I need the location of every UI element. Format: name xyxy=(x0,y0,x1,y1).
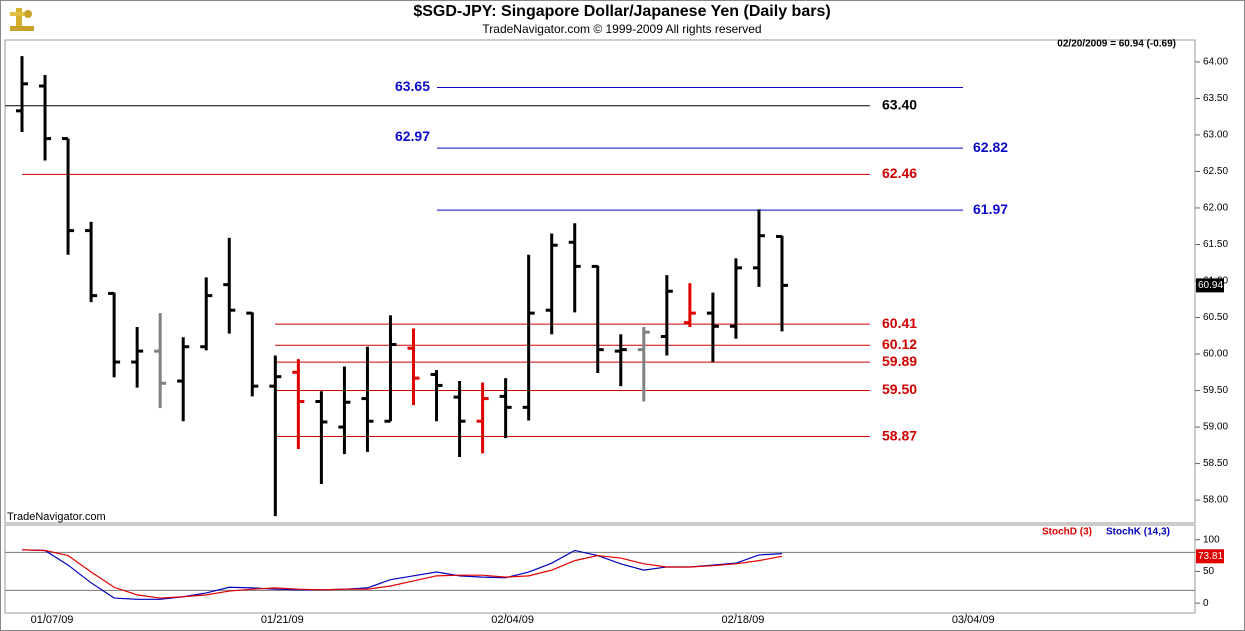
last-price-label: 60.94 xyxy=(1198,280,1223,291)
y-tick-label: 58.00 xyxy=(1203,495,1228,506)
y-tick-label: 58.50 xyxy=(1203,458,1228,469)
value-label: 73.81 xyxy=(1198,551,1223,562)
level-label: 60.12 xyxy=(882,336,917,352)
x-tick-label: 01/21/09 xyxy=(261,614,304,626)
price-panel xyxy=(4,39,1196,524)
y-tick-label: 63.00 xyxy=(1203,130,1228,141)
x-tick-label: 03/04/09 xyxy=(952,614,995,626)
value-label-box xyxy=(1196,549,1224,564)
level-label: 63.40 xyxy=(882,96,917,112)
y-tick-label: 61.50 xyxy=(1203,239,1228,250)
annotation: 62.97 xyxy=(395,128,430,144)
y-tick-label: 63.50 xyxy=(1203,93,1228,104)
level-label: 59.50 xyxy=(882,381,917,397)
header: 02/20/2009 = 60.94 (-0.69) xyxy=(1057,39,1176,50)
y-tick-label: 100 xyxy=(1203,534,1220,545)
stoch-line xyxy=(21,549,783,599)
y-tick-label: 60.00 xyxy=(1203,349,1228,360)
level-label: 60.41 xyxy=(882,315,917,331)
stoch-line xyxy=(21,549,783,600)
chart-subtitle: TradeNavigator.com © 1999-2009 All right… xyxy=(482,22,761,36)
y-tick-label: 60.50 xyxy=(1203,312,1228,323)
last-price-box xyxy=(1196,278,1224,293)
y-tick-label: 62.50 xyxy=(1203,166,1228,177)
y-tick-label: 62.00 xyxy=(1203,203,1228,214)
level-label: 62.46 xyxy=(882,165,917,181)
level-label: 58.87 xyxy=(882,427,917,443)
x-tick-label: 01/07/09 xyxy=(31,614,74,626)
x-tick-label: 02/18/09 xyxy=(722,614,765,626)
legend-entry: StochD (3) xyxy=(1042,527,1092,538)
y-tick-label: 50 xyxy=(1203,566,1215,577)
level-label: 59.89 xyxy=(882,353,917,369)
logo xyxy=(10,8,34,31)
level-label: 62.82 xyxy=(973,139,1008,155)
y-tick-label: 0 xyxy=(1203,598,1209,609)
level-label: 63.65 xyxy=(395,78,430,94)
stoch-panel xyxy=(4,524,1196,614)
x-tick-label: 02/04/09 xyxy=(491,614,534,626)
y-tick-label: 59.50 xyxy=(1203,385,1228,396)
chart-title: $SGD-JPY: Singapore Dollar/Japanese Yen … xyxy=(413,3,830,20)
level-label: 61.97 xyxy=(973,201,1008,217)
watermark: TradeNavigator.com xyxy=(7,511,106,523)
y-tick-label: 64.00 xyxy=(1203,57,1228,68)
legend-entry: StochK (14,3) xyxy=(1106,527,1170,538)
y-tick-label: 59.00 xyxy=(1203,422,1228,433)
